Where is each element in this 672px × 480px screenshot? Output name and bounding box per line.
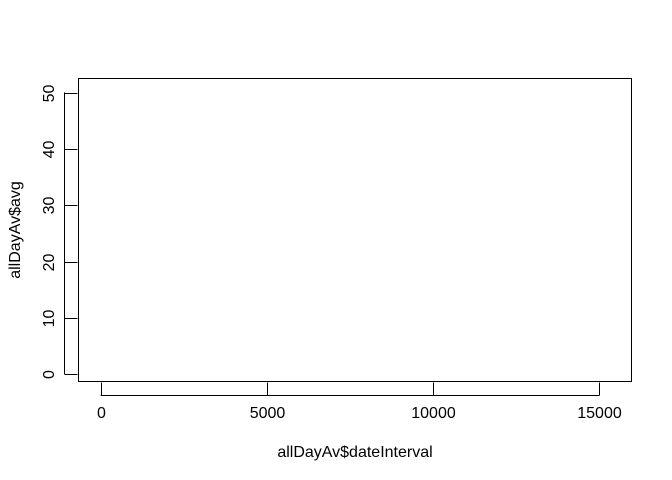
y-tick-label: 20 xyxy=(41,254,58,272)
x-axis-title: allDayAv$dateInterval xyxy=(277,444,432,461)
y-tick-label: 10 xyxy=(41,310,58,328)
y-tick-label: 0 xyxy=(41,370,58,379)
plot-frame xyxy=(78,78,632,382)
y-axis-title: allDayAv$avg xyxy=(7,181,24,279)
x-tick-label: 5000 xyxy=(250,405,286,422)
x-tick-label: 10000 xyxy=(411,405,456,422)
y-tick-label: 40 xyxy=(41,141,58,159)
x-tick-label: 15000 xyxy=(577,405,622,422)
y-tick-label: 30 xyxy=(41,197,58,215)
x-axis: 0 5000 10000 15000 xyxy=(97,382,622,422)
x-tick-label: 0 xyxy=(97,405,106,422)
y-axis: 0 10 20 30 40 50 xyxy=(41,85,78,379)
y-tick-label: 50 xyxy=(41,85,58,103)
